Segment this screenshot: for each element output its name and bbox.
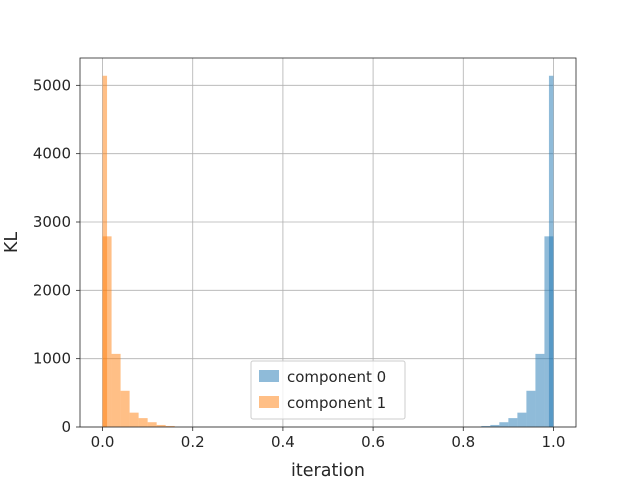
histogram-bar-component-0 xyxy=(490,424,500,427)
y-tick-label: 4000 xyxy=(33,145,71,163)
histogram-bar-component-0 xyxy=(499,422,509,427)
x-tick-label: 0.0 xyxy=(91,433,115,451)
x-axis-ticks: 0.0 0.2 0.4 0.6 0.8 1.0 xyxy=(91,427,566,451)
y-tick-label: 3000 xyxy=(33,213,71,231)
histogram-peak-bar xyxy=(102,75,108,428)
histogram-bar-component-0 xyxy=(508,418,518,427)
x-tick-label: 0.8 xyxy=(451,433,475,451)
histogram-peak-bar xyxy=(548,75,554,428)
x-tick-label: 1.0 xyxy=(542,433,566,451)
y-axis-ticks: 0 1000 2000 3000 4000 5000 xyxy=(33,76,80,436)
y-tick-label: 0 xyxy=(61,418,71,436)
y-tick-label: 2000 xyxy=(33,281,71,299)
histogram-bars xyxy=(102,75,554,428)
x-tick-label: 0.2 xyxy=(181,433,205,451)
x-tick-label: 0.4 xyxy=(271,433,295,451)
y-axis-label: KL xyxy=(2,232,22,253)
histogram-bar-component-0 xyxy=(535,353,545,427)
histogram-bar-component-0 xyxy=(481,425,491,427)
histogram-bar-component-1 xyxy=(165,425,175,427)
legend-box xyxy=(250,360,406,420)
histogram-bar-component-0 xyxy=(517,412,527,427)
histogram-bar-component-1 xyxy=(129,412,139,427)
histogram-bar-component-1 xyxy=(120,390,130,427)
legend-label-component-0: component 0 xyxy=(287,368,386,386)
legend-swatch-component-0 xyxy=(259,370,279,382)
y-tick-label: 1000 xyxy=(33,350,71,368)
histogram-bar-component-1 xyxy=(147,422,157,427)
y-tick-label: 5000 xyxy=(33,76,71,94)
histogram-bar-component-1 xyxy=(111,353,121,427)
plot-frame xyxy=(79,57,577,428)
histogram-bar-component-1 xyxy=(138,418,148,427)
histogram-bar-component-1 xyxy=(156,424,166,427)
histogram-bar-component-0 xyxy=(526,390,536,427)
legend: component 0 component 1 xyxy=(250,360,406,420)
x-axis-label: iteration xyxy=(291,461,365,480)
x-tick-label: 0.6 xyxy=(361,433,385,451)
legend-label-component-1: component 1 xyxy=(287,394,386,412)
legend-swatch-component-1 xyxy=(259,396,279,408)
